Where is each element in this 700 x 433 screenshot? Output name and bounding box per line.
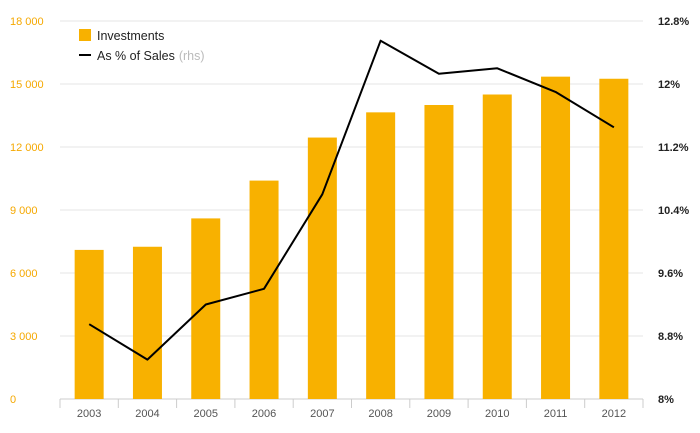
investment-bar <box>424 105 454 399</box>
left-axis-labels: 0 3 000 6 000 9 000 12 000 15 000 18 000 <box>10 16 44 406</box>
x-tick-label: 2012 <box>602 408 626 420</box>
right-tick-label: 8.8% <box>658 331 683 343</box>
right-tick-label: 12.8% <box>658 16 689 28</box>
legend-investments-swatch <box>79 29 91 41</box>
x-tick-label: 2007 <box>310 408 334 420</box>
right-axis-labels: 8% 8.8% 9.6% 10.4% 11.2% 12% 12.8% <box>658 16 689 406</box>
left-tick-label: 9 000 <box>10 205 38 217</box>
investment-bars <box>74 76 629 400</box>
investment-bar <box>599 78 629 399</box>
left-tick-label: 15 000 <box>10 79 44 91</box>
legend-sales-percent-name: As % of Sales <box>97 49 175 63</box>
investment-bar <box>366 112 396 399</box>
investment-bar <box>541 76 571 400</box>
legend-rhs-suffix: (rhs) <box>179 49 205 63</box>
left-tick-label: 12 000 <box>10 142 44 154</box>
right-tick-label: 10.4% <box>658 205 689 217</box>
x-tick-label: 2009 <box>427 408 451 420</box>
sales-percent-line <box>88 39 615 361</box>
right-tick-label: 12% <box>658 79 680 91</box>
investment-bar <box>132 246 162 399</box>
legend-sales-percent-label: As % of Sales (rhs) <box>97 49 205 63</box>
investment-bar <box>191 218 221 399</box>
investment-bar <box>307 137 337 400</box>
legend-investments-label: Investments <box>97 29 164 43</box>
x-tick-label: 2003 <box>77 408 101 420</box>
legend: Investments As % of Sales (rhs) <box>79 29 205 63</box>
left-tick-label: 3 000 <box>10 331 38 343</box>
left-tick-label: 0 <box>10 394 16 406</box>
left-tick-label: 6 000 <box>10 268 38 280</box>
x-axis-labels: 2003 2004 2005 2006 2007 2008 2009 2010 2011 2012 <box>77 408 626 420</box>
x-tick-label: 2006 <box>252 408 276 420</box>
x-tick-label: 2005 <box>194 408 218 420</box>
x-tick-label: 2010 <box>485 408 509 420</box>
left-tick-label: 18 000 <box>10 16 44 28</box>
x-tick-label: 2004 <box>135 408 159 420</box>
x-tick-label: 2008 <box>368 408 392 420</box>
right-tick-label: 11.2% <box>658 142 689 154</box>
investment-bar <box>482 94 512 399</box>
x-tick-label: 2011 <box>544 408 568 420</box>
right-tick-label: 9.6% <box>658 268 683 280</box>
right-tick-label: 8% <box>658 394 674 406</box>
